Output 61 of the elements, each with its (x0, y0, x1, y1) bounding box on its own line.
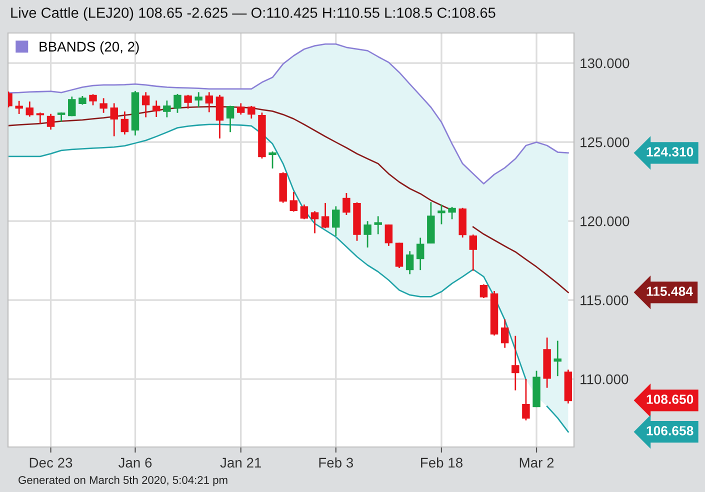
candlestick (416, 238, 424, 270)
text: Generated on March 5th 2020, 5:04:21 pm (18, 476, 228, 486)
x-tick-label: Feb 3 (319, 457, 354, 468)
y-tick-label: 130.000 (580, 58, 630, 68)
candlestick (46, 114, 55, 130)
candlestick (216, 94, 224, 138)
candlestick (310, 211, 319, 234)
text: 124.310 (646, 147, 694, 156)
x-tick-label: Jan 21 (220, 458, 262, 468)
candlestick (226, 106, 234, 132)
candlestick (522, 378, 530, 420)
y-tick-label: 115.000 (580, 295, 628, 306)
line-series (8, 43, 569, 184)
candlestick (512, 336, 520, 390)
x-tick-label: Mar 2 (520, 458, 554, 468)
candlestick (321, 202, 330, 228)
candlestick (406, 251, 414, 274)
candlestick (300, 204, 308, 220)
candlestick (174, 94, 182, 113)
y-tick-label: 120.000 (580, 216, 630, 226)
candlestick (163, 100, 171, 118)
candlestick (332, 206, 340, 236)
candlestick (184, 94, 192, 109)
candlestick (205, 92, 214, 112)
text: 115.484 (646, 286, 693, 296)
candlestick (120, 111, 129, 135)
candlestick (194, 92, 202, 108)
candlestick (554, 340, 562, 376)
candlestick (15, 100, 23, 114)
y-tick-label: 125.000 (580, 137, 630, 148)
candlestick (248, 106, 256, 119)
x-tick-label: Feb 18 (420, 457, 462, 468)
candlestick (374, 216, 382, 234)
x-tick-label: Dec 23 (30, 458, 72, 468)
legend-label: BBANDS (20, 2) (40, 41, 139, 54)
candlestick (268, 151, 276, 168)
candlestick (100, 98, 108, 113)
candlestick (395, 242, 404, 268)
candlestick (36, 112, 44, 124)
candlestick (438, 204, 446, 224)
candlestick (448, 206, 456, 220)
candlestick (342, 193, 350, 215)
text: 108.650 (646, 394, 694, 404)
candlestick (57, 112, 66, 122)
candlestick (480, 284, 488, 298)
text: 106.658 (646, 426, 694, 436)
candlestick (152, 100, 160, 117)
chart-title: Live Cattle (LEJ20) 108.65 -2.625 — O:110.425 H:110.55 L:108.5 C:108.65 (11, 7, 496, 21)
candlestick (364, 221, 372, 248)
candlestick (89, 94, 97, 106)
candlestick (142, 92, 150, 118)
candlestick (26, 102, 34, 117)
candlestick (469, 234, 478, 271)
x-tick-label: Jan 6 (118, 458, 152, 468)
candlestick (290, 192, 298, 212)
candlestick (68, 96, 76, 116)
candlestick (110, 103, 118, 136)
candlestick (384, 224, 393, 246)
candlestick (500, 319, 509, 348)
y-tick-label: 110.000 (580, 374, 628, 384)
candlestick (236, 103, 245, 115)
